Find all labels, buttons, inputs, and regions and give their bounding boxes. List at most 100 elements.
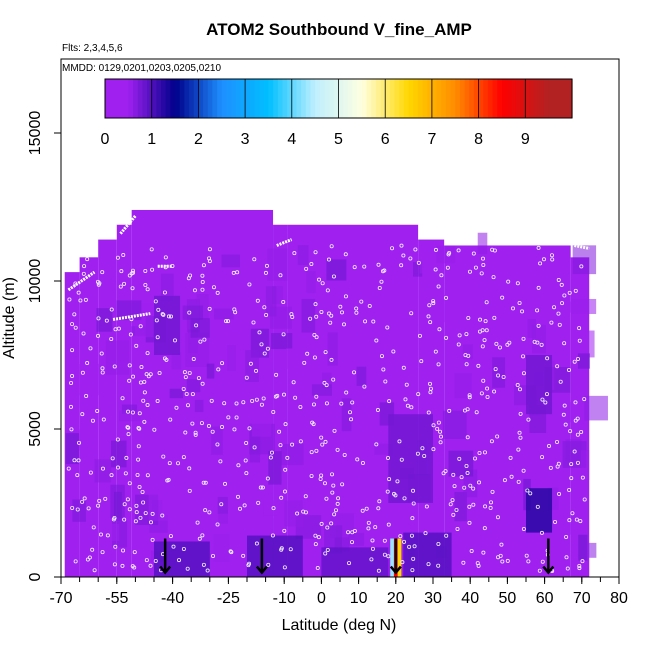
sample-point	[134, 510, 139, 515]
heatmap-cell	[348, 532, 365, 546]
colorbar-segment	[515, 79, 522, 118]
colorbar-segment	[389, 79, 396, 118]
sample-point	[218, 459, 223, 464]
sample-point	[277, 429, 282, 434]
sample-point	[536, 285, 541, 290]
sample-point	[137, 484, 142, 489]
sample-point	[278, 443, 283, 448]
sample-point	[536, 323, 541, 328]
flight-track	[67, 270, 96, 292]
sample-point	[578, 519, 583, 524]
heatmap-cell	[462, 344, 473, 360]
sample-point	[569, 476, 574, 481]
sample-point	[134, 343, 139, 348]
sample-point	[155, 335, 160, 340]
colorbar-segment	[282, 79, 288, 118]
heatmap-cell	[419, 244, 431, 274]
sample-point	[136, 444, 141, 449]
sample-point	[516, 447, 521, 452]
flight-arrow-head	[159, 565, 172, 575]
sample-point	[128, 332, 133, 337]
heatmap-cell	[227, 345, 236, 371]
sample-point	[407, 544, 412, 549]
sample-point	[366, 526, 371, 531]
sample-point	[325, 548, 330, 553]
colorbar-segment	[539, 79, 545, 118]
sample-point	[91, 525, 96, 530]
sample-point	[521, 371, 526, 376]
sample-point	[495, 515, 500, 520]
sample-point	[215, 290, 220, 295]
sample-point	[556, 277, 561, 282]
heatmap-cell	[190, 318, 210, 338]
sample-point	[383, 379, 388, 384]
colorbar-segment	[137, 79, 143, 118]
colorbar-segment	[333, 79, 340, 118]
heatmap-cell	[502, 305, 524, 330]
y-tick-label: 5000	[27, 411, 44, 447]
sample-point	[369, 557, 374, 562]
colorbar-segment	[119, 79, 125, 118]
colorbar-tick-label: 7	[427, 131, 436, 148]
sample-point	[68, 404, 73, 409]
sample-point	[386, 522, 391, 527]
heatmap-cell	[171, 352, 182, 370]
sample-point	[457, 456, 462, 461]
sample-point	[484, 300, 489, 305]
sample-point	[81, 331, 86, 336]
colorbar-segment	[385, 79, 391, 118]
colorbar-segment	[296, 79, 302, 118]
colorbar-segment	[394, 79, 400, 118]
sample-point	[374, 442, 379, 447]
sample-point	[268, 455, 273, 460]
sample-point	[346, 530, 351, 535]
heatmap-cell	[169, 388, 183, 399]
sample-point	[347, 561, 352, 566]
sample-point	[562, 403, 567, 408]
sample-point	[181, 546, 186, 551]
sample-point	[96, 333, 101, 338]
sample-point	[88, 470, 93, 475]
sample-point	[124, 455, 129, 460]
sample-point	[313, 250, 318, 255]
colorbar-segment	[478, 79, 484, 118]
sample-point	[339, 401, 344, 406]
sample-point	[456, 248, 461, 253]
sample-point	[404, 382, 409, 387]
sample-point	[580, 475, 585, 480]
heatmap-cell	[477, 232, 488, 255]
sample-point	[416, 392, 421, 397]
colorbar-segment	[329, 79, 335, 118]
colorbar-segment	[291, 79, 298, 118]
sample-point	[557, 322, 562, 327]
colorbar-tick-label: 2	[194, 131, 203, 148]
sample-point	[399, 263, 404, 268]
colorbar-segment	[417, 79, 424, 118]
colorbar-segment	[254, 79, 260, 118]
sample-point	[145, 403, 150, 408]
sample-point	[244, 440, 249, 445]
sample-point	[119, 269, 124, 274]
sample-point	[90, 418, 95, 423]
sample-point	[556, 311, 561, 316]
sample-point	[281, 392, 286, 397]
sample-point	[549, 253, 554, 258]
sample-point	[386, 554, 391, 559]
sample-point	[482, 450, 487, 455]
colorbar-segment	[324, 79, 330, 118]
sample-point	[283, 467, 288, 472]
sample-point	[203, 480, 208, 485]
colorbar-segment	[263, 79, 270, 118]
sample-point	[118, 284, 123, 289]
sample-point	[295, 511, 300, 516]
sample-point	[146, 374, 151, 379]
sample-point	[298, 404, 303, 409]
sample-point	[485, 386, 490, 391]
sample-point	[193, 430, 198, 435]
sample-point	[468, 483, 473, 488]
sample-point	[190, 392, 195, 397]
sample-point	[271, 409, 276, 414]
sample-point	[145, 473, 150, 478]
sample-point	[409, 405, 414, 410]
